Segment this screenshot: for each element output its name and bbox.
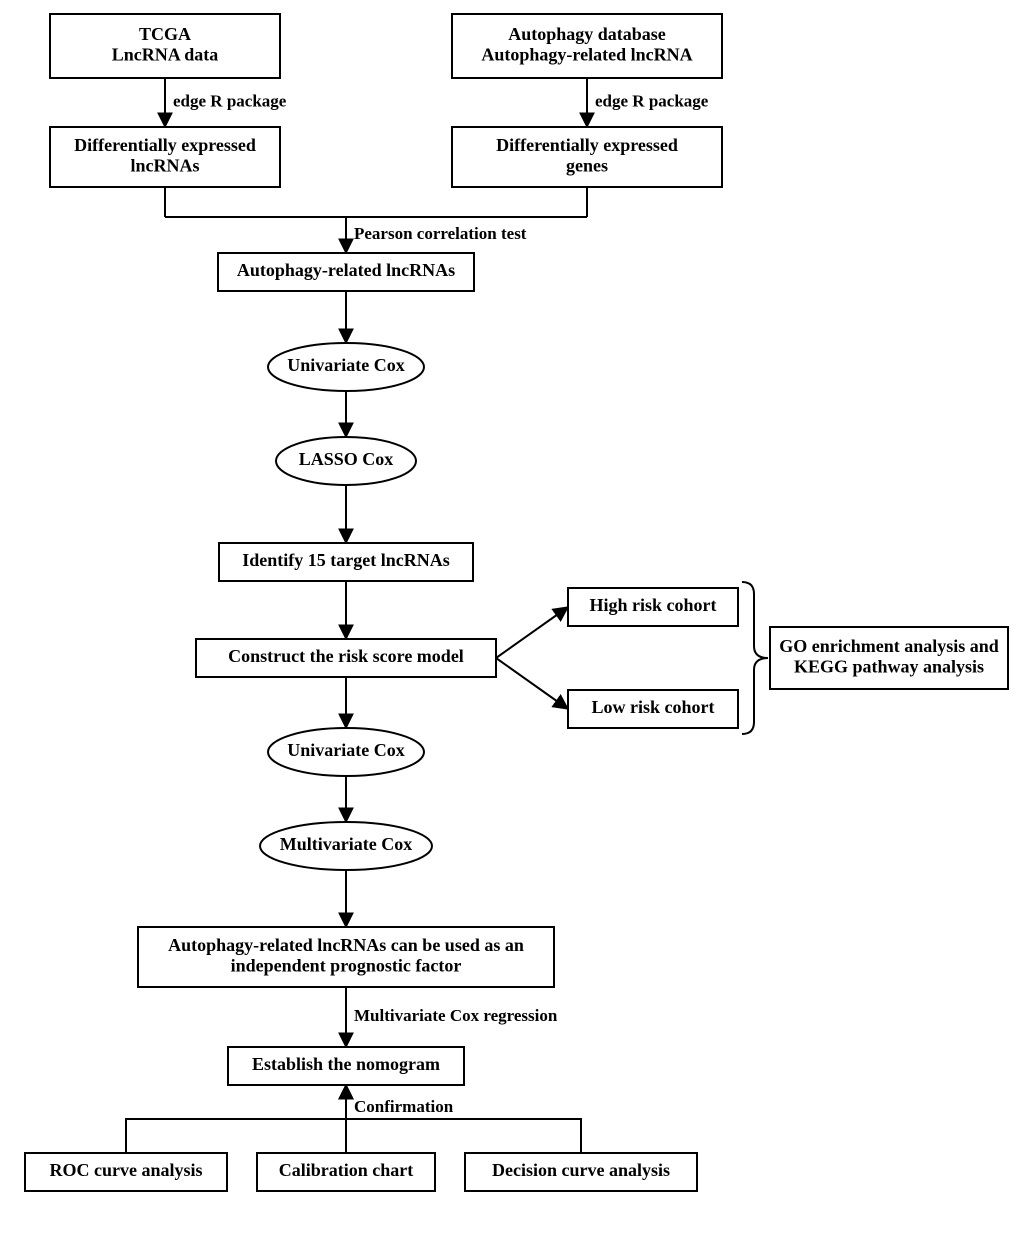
node-identify: Identify 15 target lncRNAs	[219, 543, 473, 581]
flowchart-canvas: edge R package edge R package Pearson corr…	[0, 0, 1020, 1233]
node-high_risk-label: High risk cohort	[589, 595, 716, 615]
node-high_risk: High risk cohort	[568, 588, 738, 626]
node-diff_lnc: Differentially expressedlncRNAs	[50, 127, 280, 187]
node-diff_genes-label: Differentially expressed	[496, 135, 678, 155]
node-enrich-label: KEGG pathway analysis	[794, 656, 984, 676]
node-low_risk-label: Low risk cohort	[592, 697, 715, 717]
node-auto_lnc-label: Autophagy-related lncRNAs	[237, 260, 455, 280]
edge-label: edge R package	[173, 91, 287, 110]
node-risk_model-label: Construct the risk score model	[228, 646, 464, 666]
edge-label: Pearson correlation test	[354, 224, 527, 243]
node-identify-label: Identify 15 target lncRNAs	[242, 550, 449, 570]
node-auto_lnc: Autophagy-related lncRNAs	[218, 253, 474, 291]
node-tcga-label: TCGA	[139, 24, 191, 44]
node-diff_genes-label: genes	[566, 155, 608, 175]
brace	[742, 582, 768, 734]
node-lasso-label: LASSO Cox	[299, 449, 394, 469]
node-diff_lnc-label: Differentially expressed	[74, 135, 256, 155]
node-indep: Autophagy-related lncRNAs can be used as…	[138, 927, 554, 987]
edge-roc-nomogram	[126, 1085, 346, 1153]
node-lasso: LASSO Cox	[276, 437, 416, 485]
node-decision-label: Decision curve analysis	[492, 1160, 670, 1180]
node-nomogram-label: Establish the nomogram	[252, 1054, 440, 1074]
node-low_risk: Low risk cohort	[568, 690, 738, 728]
node-calib: Calibration chart	[257, 1153, 435, 1191]
node-enrich-label: GO enrichment analysis and	[779, 636, 999, 656]
node-autodb-label: Autophagy-related lncRNA	[481, 44, 692, 64]
node-uni2: Univariate Cox	[268, 728, 424, 776]
edge-label: Confirmation	[354, 1097, 454, 1116]
node-multi: Multivariate Cox	[260, 822, 432, 870]
edge-label: Multivariate Cox regression	[354, 1006, 558, 1025]
node-indep-label: Autophagy-related lncRNAs can be used as…	[168, 935, 524, 955]
node-roc-label: ROC curve analysis	[50, 1160, 203, 1180]
node-autodb: Autophagy databaseAutophagy-related lncR…	[452, 14, 722, 78]
node-uni1-label: Univariate Cox	[287, 355, 404, 375]
edge-label: edge R package	[595, 91, 709, 110]
node-autodb-label: Autophagy database	[508, 24, 666, 44]
node-tcga: TCGALncRNA data	[50, 14, 280, 78]
node-decision: Decision curve analysis	[465, 1153, 697, 1191]
node-indep-label: independent prognostic factor	[231, 955, 462, 975]
node-nomogram: Establish the nomogram	[228, 1047, 464, 1085]
node-enrich: GO enrichment analysis andKEGG pathway a…	[770, 627, 1008, 689]
node-roc: ROC curve analysis	[25, 1153, 227, 1191]
node-uni2-label: Univariate Cox	[287, 740, 404, 760]
node-risk_model: Construct the risk score model	[196, 639, 496, 677]
node-diff_genes: Differentially expressedgenes	[452, 127, 722, 187]
edge-decision-nomogram	[346, 1085, 581, 1153]
node-uni1: Univariate Cox	[268, 343, 424, 391]
edge-risk_model-high_risk	[496, 607, 568, 658]
edge-risk_model-low_risk	[496, 658, 568, 709]
node-calib-label: Calibration chart	[279, 1160, 414, 1180]
node-tcga-label: LncRNA data	[112, 44, 219, 64]
node-multi-label: Multivariate Cox	[280, 834, 412, 854]
node-diff_lnc-label: lncRNAs	[130, 155, 199, 175]
